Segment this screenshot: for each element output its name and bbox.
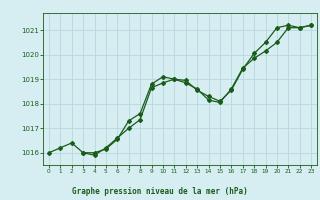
Text: Graphe pression niveau de la mer (hPa): Graphe pression niveau de la mer (hPa) — [72, 187, 248, 196]
